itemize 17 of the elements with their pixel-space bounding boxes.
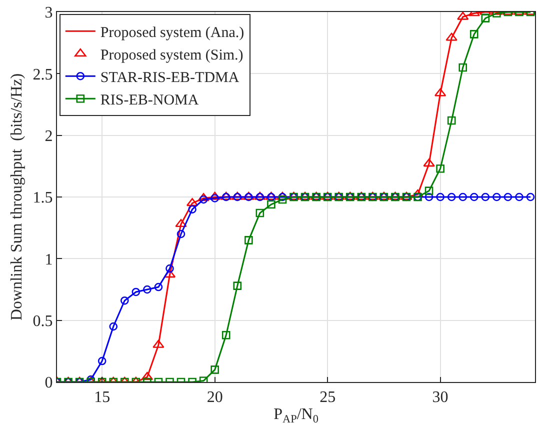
legend-label: STAR-RIS-EB-TDMA — [100, 70, 240, 86]
y-tick-label: 1.5 — [32, 190, 53, 207]
x-tick-label: 20 — [206, 389, 223, 406]
x-tick-label: 30 — [432, 389, 448, 406]
legend-label: RIS-EB-NOMA — [100, 92, 199, 108]
legend-label: Proposed system (Ana.) — [100, 24, 244, 41]
y-tick-label: 0.5 — [32, 312, 53, 330]
y-axis-title: Downlink Sum throughput (bits/s/Hz) — [8, 73, 26, 321]
y-tick-label: 2.5 — [32, 66, 53, 84]
y-tick-label: 2 — [44, 128, 53, 145]
x-tick-label: 15 — [94, 389, 110, 406]
legend-label: Proposed system (Sim.) — [100, 47, 244, 64]
y-tick-label: 3 — [44, 4, 53, 22]
x-tick-label: 25 — [320, 389, 336, 406]
y-tick-label: 0 — [44, 374, 53, 392]
y-tick-label: 1 — [44, 251, 53, 268]
x-axis-title: P$_{AP}$/N$_{0}$ — [274, 406, 319, 426]
